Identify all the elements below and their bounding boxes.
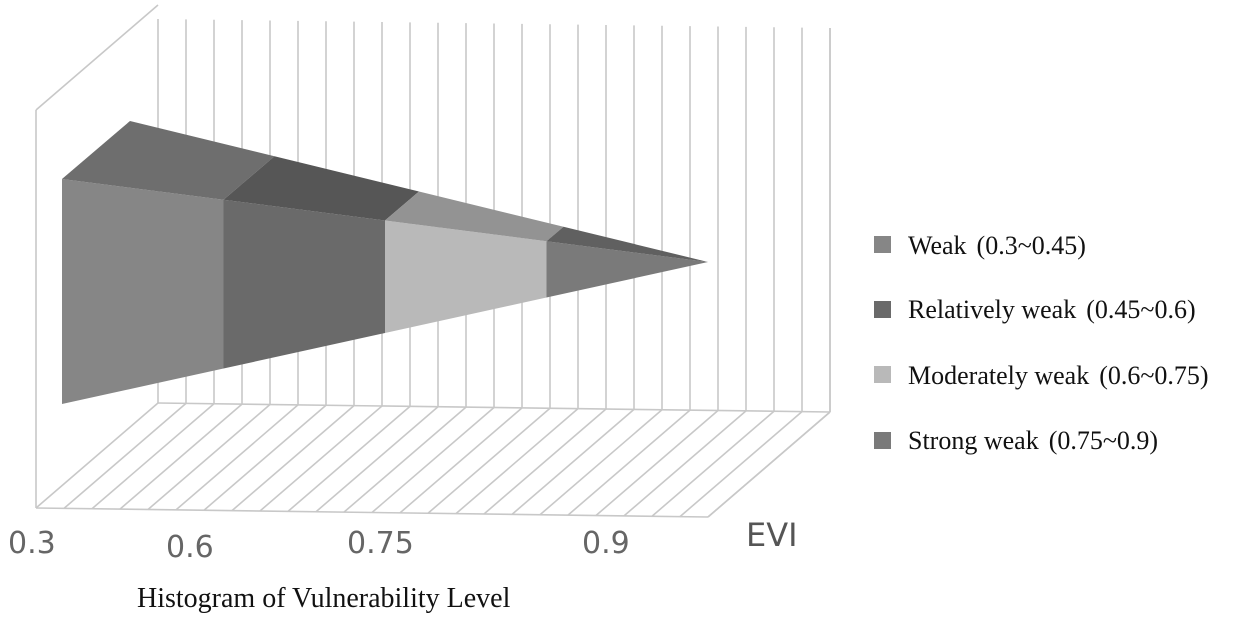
x-tick-label: 0.3 [8,526,56,561]
chart-caption: Histogram of Vulnerability Level [137,583,511,614]
floor-gridline [623,410,747,517]
legend-swatch-relatively-weak [874,301,891,318]
wedge-segment-2-top [223,156,419,221]
floor-gridline [679,411,803,518]
x-tick-label: 0.6 [166,530,214,565]
floor-gridline [399,407,523,514]
floor-gridline [63,402,187,509]
wedge-segment-3-front [385,220,547,333]
floor-gridline [287,405,411,512]
floor-gridline [259,405,383,512]
legend-label: Moderately weak (0.6~0.75) [908,361,1209,390]
legend-label: Relatively weak (0.45~0.6) [908,295,1196,324]
floor-gridline [231,405,355,512]
floor-back-edge [157,402,831,413]
floor-gridline [483,408,607,515]
chart-legend: Weak (0.3~0.45) Relatively weak (0.45~0.6)… [874,231,1209,455]
legend-swatch-strong-weak [874,432,891,449]
wedge-segment-3-top [385,191,564,242]
right-floor-edge [707,411,831,518]
wedge-segment-4-top [546,226,708,262]
wedge-segment-1-front [62,179,224,404]
legend-label: Weak (0.3~0.45) [908,231,1086,260]
floor-gridline [539,409,663,516]
wedge-segment-4-front [546,241,708,298]
floor-gridline [35,402,159,509]
floor-gridline [651,410,775,517]
floor-gridline [175,404,299,511]
x-tick-label: 0.9 [582,526,630,561]
left-wall-top-edge [35,4,159,111]
legend-swatch-moderately-weak [874,366,891,383]
wedge-segments [62,121,708,404]
floor-gridline [595,409,719,517]
floor-gridline [147,403,271,511]
legend-swatch-weak [874,236,891,253]
wedge-segment-1-top [62,121,275,200]
floor-gridline [511,408,635,515]
floor-gridline [119,403,243,510]
x-axis-title: EVI [746,516,798,554]
wedge-segment-2-front [223,199,385,369]
floor-gridline [427,407,551,514]
floor-gridline [203,404,327,511]
floor-gridline [371,406,495,514]
floor-gridline [91,403,215,510]
floor-gridline [343,406,467,513]
floor-gridline [315,406,439,513]
x-tick-label: 0.75 [347,526,414,561]
floor-front-edge [35,507,709,518]
floor-gridline [567,409,691,516]
floor-gridline [455,408,579,515]
legend-label: Strong weak (0.75~0.9) [908,426,1158,455]
